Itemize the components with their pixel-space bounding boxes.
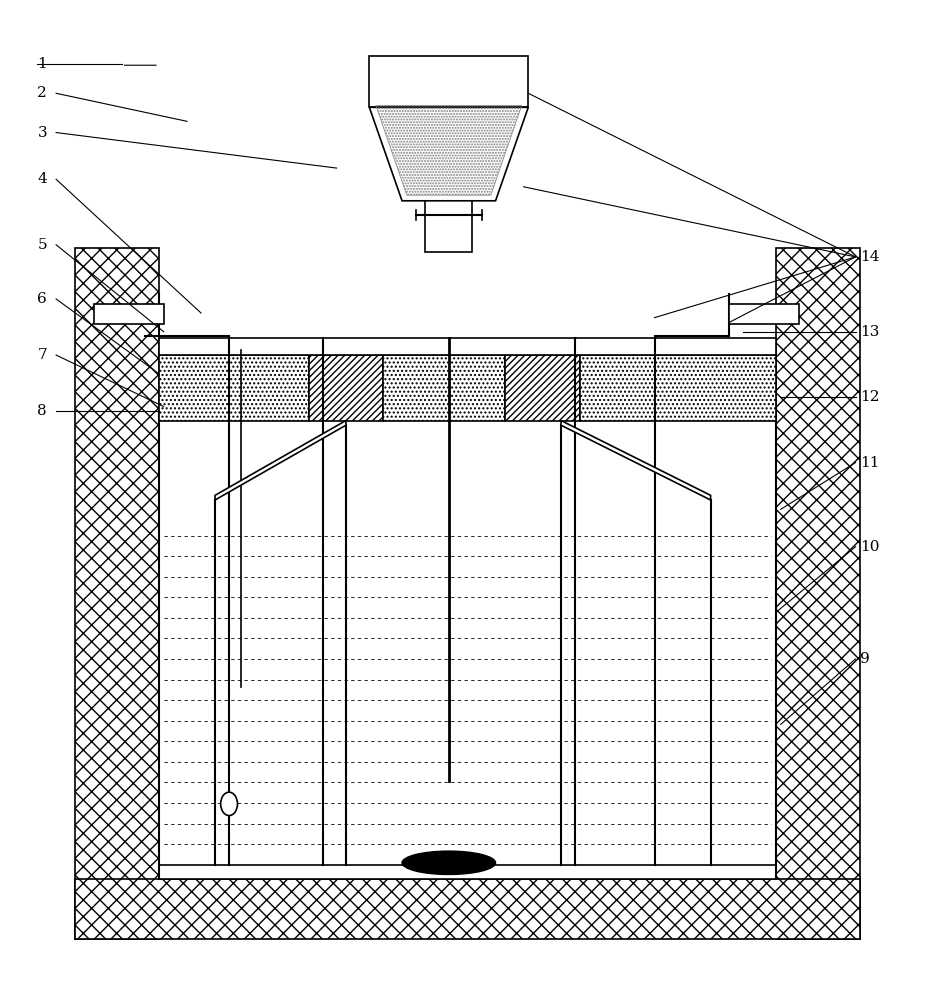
Text: 6: 6: [37, 292, 47, 306]
Bar: [580, 355, 776, 421]
Bar: [159, 338, 776, 355]
Bar: [94, 304, 164, 324]
Polygon shape: [369, 107, 528, 201]
Bar: [159, 355, 309, 421]
Text: 5: 5: [37, 238, 47, 252]
Bar: [369, 56, 528, 107]
Bar: [729, 304, 799, 324]
Bar: [159, 865, 776, 879]
Ellipse shape: [402, 851, 496, 874]
Text: 10: 10: [860, 540, 880, 554]
Ellipse shape: [221, 792, 237, 816]
Text: 1: 1: [37, 57, 47, 71]
Polygon shape: [215, 421, 346, 500]
Bar: [425, 196, 472, 252]
Bar: [383, 355, 505, 421]
Text: 13: 13: [860, 325, 880, 339]
Text: 11: 11: [860, 456, 880, 470]
Text: 4: 4: [37, 172, 47, 186]
Text: 14: 14: [860, 250, 880, 264]
Bar: [309, 355, 383, 421]
Text: 8: 8: [37, 404, 47, 418]
Text: 12: 12: [860, 390, 880, 404]
Bar: [505, 355, 580, 421]
Text: 2: 2: [37, 86, 47, 100]
Text: 3: 3: [37, 126, 47, 140]
Bar: [75, 879, 860, 939]
Polygon shape: [561, 421, 711, 500]
Text: 7: 7: [37, 348, 47, 362]
Text: 9: 9: [860, 652, 870, 666]
Bar: [776, 248, 860, 939]
Bar: [75, 248, 159, 939]
